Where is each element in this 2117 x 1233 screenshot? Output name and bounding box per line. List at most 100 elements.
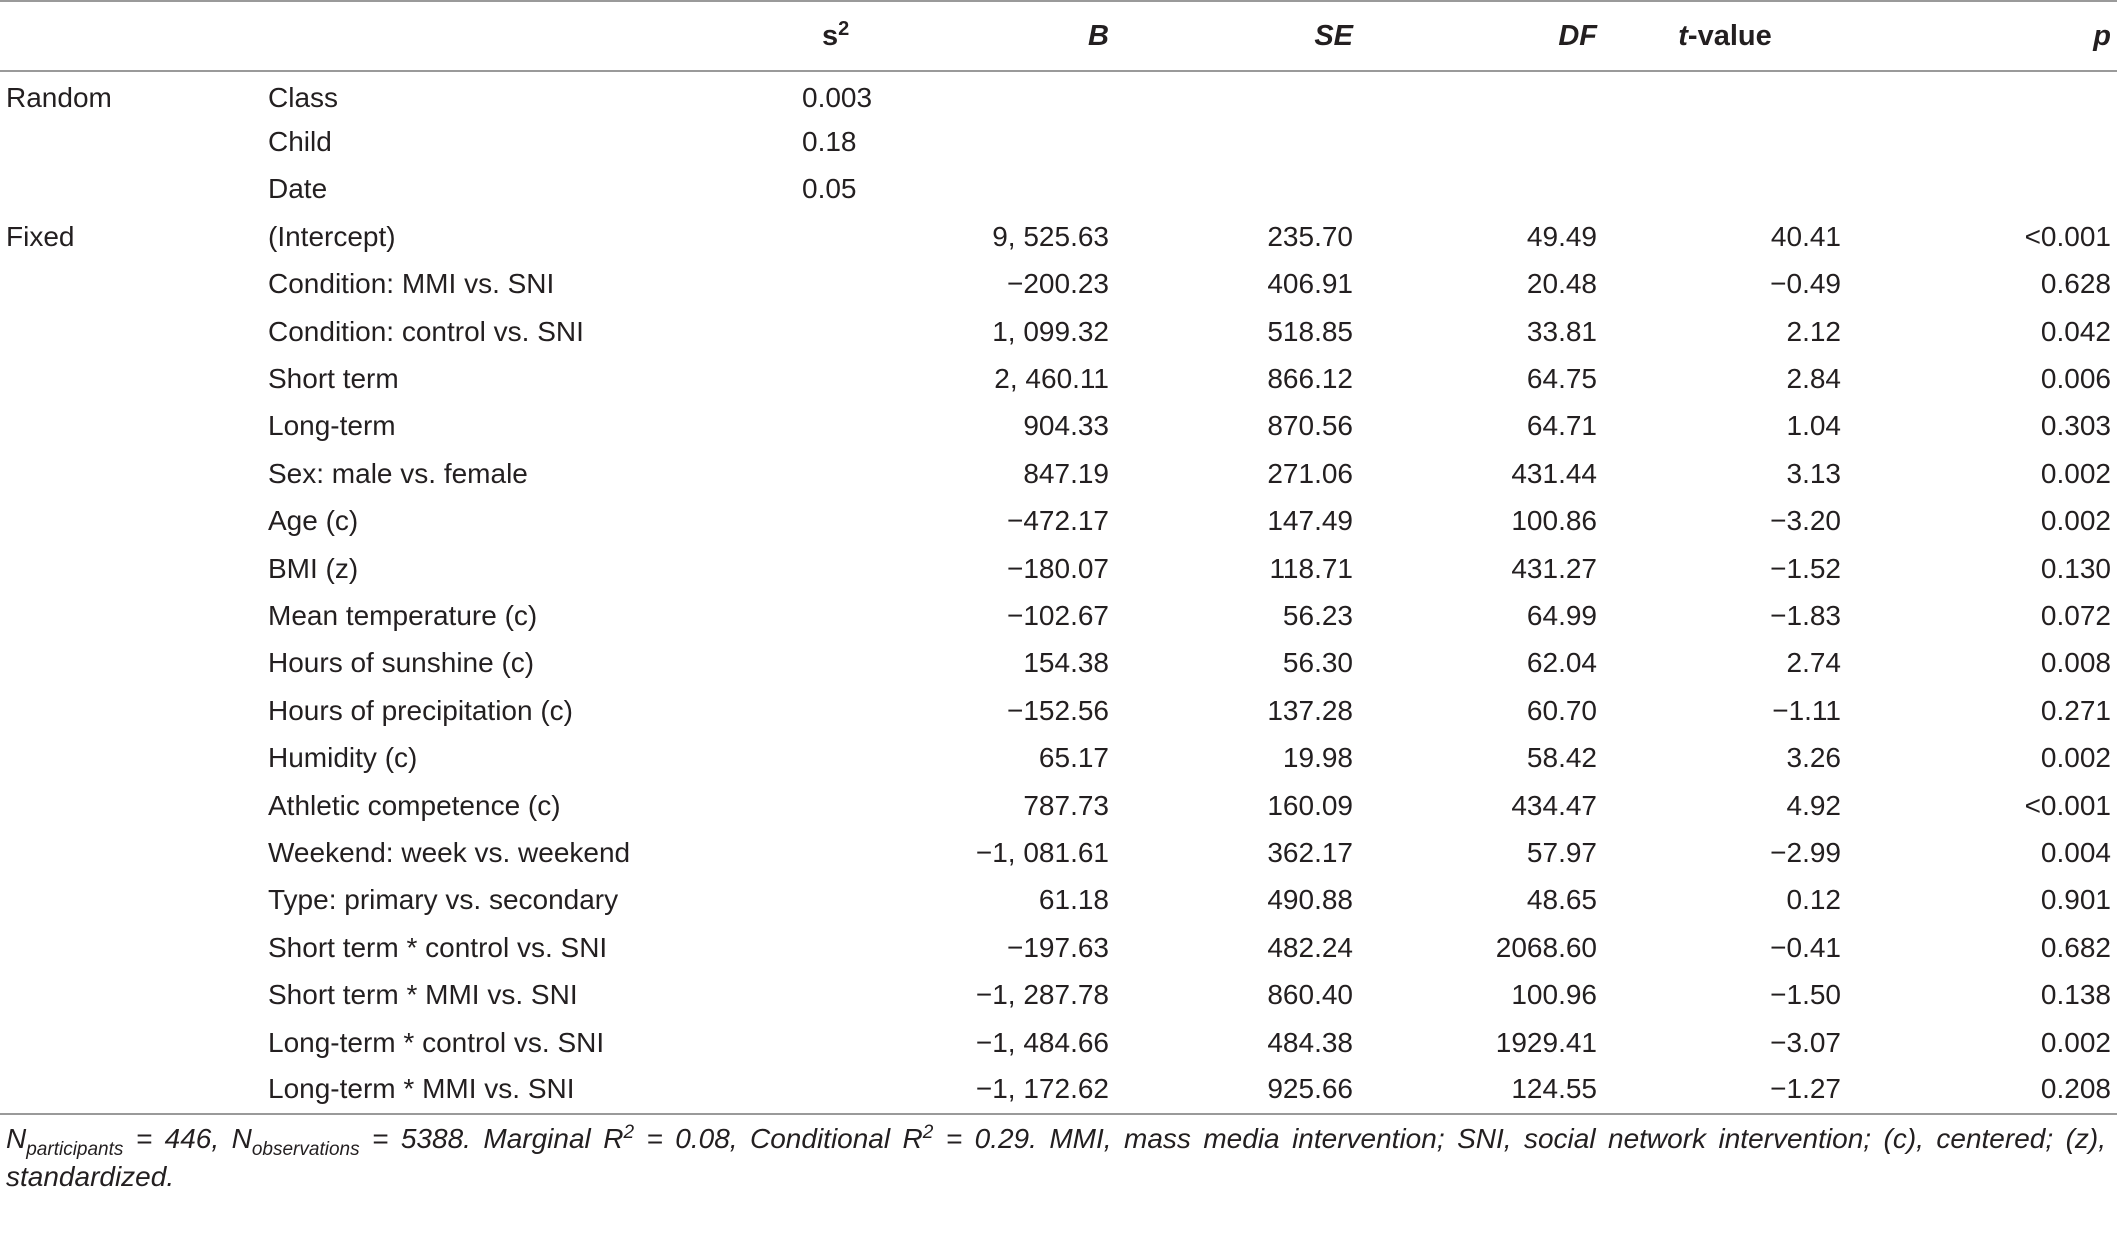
cell-p: 0.208: [1847, 1066, 2117, 1115]
cell-term: Long-term * MMI vs. SNI: [262, 1066, 802, 1115]
cell-b: −152.56: [1007, 694, 1109, 726]
table-row: Long-term 904.33 870.56 64.71 1.04 0.303: [0, 403, 2117, 450]
footnote-n-part-base: N: [6, 1123, 27, 1154]
cell-se: 866.12: [1267, 363, 1353, 395]
cell-t-value: −3.07: [1770, 1026, 1841, 1058]
cell-se: 56.23: [1282, 599, 1353, 631]
cell-term: Date: [268, 173, 328, 205]
cell-p: 0.002: [2040, 742, 2111, 774]
cell-t-value: 2.12: [1786, 315, 1842, 347]
table-header: s2 B SE DF t-value p: [0, 0, 2117, 72]
header-t-italic: t: [1678, 19, 1688, 52]
cell-p: 0.002: [2040, 1026, 2111, 1058]
regression-table: s2 B SE DF t-value p Random Class 0.003 Chi…: [0, 0, 2117, 1115]
cell-b: −200.23: [1007, 268, 1109, 300]
cell-s2: [802, 261, 922, 308]
cell-term: Short term * MMI vs. SNI: [268, 979, 578, 1011]
cell-se: 118.71: [1269, 552, 1353, 584]
cell-t-value: −0.49: [1770, 268, 1841, 300]
table-row: Long-term * control vs. SNI −1, 484.66 484…: [0, 1019, 2117, 1066]
cell-group: [0, 545, 262, 592]
cell-group: Random: [6, 82, 112, 114]
header-row: s2 B SE DF t-value p: [0, 0, 2117, 72]
cell-df: 431.27: [1511, 552, 1597, 584]
cell-t-value: 0.12: [1786, 884, 1842, 916]
cell-b: −1, 287.78: [975, 979, 1109, 1011]
cell-b: 787.73: [1023, 789, 1109, 821]
header-term: [262, 0, 802, 72]
cell-group: [0, 924, 262, 971]
cell-term: Long-term: [268, 410, 396, 442]
cell-df: [1359, 71, 1603, 118]
cell-df: 2068.60: [1495, 931, 1597, 963]
cell-b: −1, 172.62: [922, 1066, 1115, 1115]
cell-df: 1929.41: [1495, 1026, 1597, 1058]
cell-se: 860.40: [1267, 979, 1353, 1011]
cell-se: 235.70: [1267, 220, 1353, 252]
cell-se: 518.85: [1267, 315, 1353, 347]
cell-group: [0, 687, 262, 734]
cell-s2: [802, 687, 922, 734]
table-row: Condition: control vs. SNI 1, 099.32 518.8…: [0, 308, 2117, 355]
header-s2-sup: 2: [838, 17, 850, 40]
cell-p: <0.001: [2024, 220, 2111, 252]
cell-se: [1115, 118, 1359, 165]
cell-term: Class: [268, 82, 339, 114]
table-row: Fixed (Intercept) 9, 525.63 235.70 49.49 40.4…: [0, 213, 2117, 260]
cell-group: [0, 734, 262, 781]
cell-se: 482.24: [1267, 931, 1353, 963]
cell-group: [0, 118, 262, 165]
table-row: Athletic competence (c) 787.73 160.09 434.4…: [0, 782, 2117, 829]
cell-s2: [802, 308, 922, 355]
cell-b: −1, 081.61: [975, 836, 1109, 868]
cell-se: 925.66: [1115, 1066, 1359, 1115]
cell-se: 406.91: [1267, 268, 1353, 300]
cell-se: [1115, 71, 1359, 118]
table-row: Long-term * MMI vs. SNI −1, 172.62 925.66 1…: [0, 1066, 2117, 1115]
cell-b: [922, 118, 1115, 165]
header-t-rest: -value: [1687, 19, 1772, 52]
cell-s2: [802, 498, 922, 545]
cell-group: [0, 971, 262, 1018]
cell-s2: [802, 971, 922, 1018]
cell-t-value: 40.41: [1770, 220, 1841, 252]
cell-t-value: −1.50: [1770, 979, 1841, 1011]
footnote-marginal-val: = 0.08, Conditional R: [634, 1123, 923, 1154]
cell-df: 57.97: [1526, 836, 1597, 868]
footnote-conditional-sup: 2: [922, 1122, 934, 1143]
cell-b: 65.17: [1038, 742, 1109, 774]
cell-b: −180.07: [1007, 552, 1109, 584]
footnote-marginal-sup: 2: [623, 1122, 635, 1143]
cell-term: Condition: MMI vs. SNI: [268, 268, 555, 300]
cell-group: [0, 403, 262, 450]
cell-b: −102.67: [1007, 599, 1109, 631]
cell-s2: [802, 403, 922, 450]
table-row: Age (c) −472.17 147.49 100.86 −3.20 0.002: [0, 498, 2117, 545]
cell-p: 0.072: [2040, 599, 2111, 631]
cell-t-value: −1.52: [1770, 552, 1841, 584]
cell-term: Short term: [268, 363, 399, 395]
cell-s2: [802, 450, 922, 497]
cell-s2: [802, 734, 922, 781]
cell-p: <0.001: [2024, 789, 2111, 821]
cell-t-value: −1.11: [1772, 694, 1841, 726]
cell-t-value: −1.27: [1603, 1066, 1847, 1115]
cell-se: [1115, 166, 1359, 213]
cell-df: 58.42: [1526, 742, 1597, 774]
cell-df: 49.49: [1526, 220, 1597, 252]
cell-s2: [802, 782, 922, 829]
cell-term: Short term * control vs. SNI: [268, 931, 608, 963]
table-row: Child 0.18: [0, 118, 2117, 165]
cell-p: [1847, 71, 2117, 118]
cell-b: [922, 71, 1115, 118]
cell-b: −197.63: [1007, 931, 1109, 963]
cell-df: 64.75: [1526, 363, 1597, 395]
cell-se: 160.09: [1267, 789, 1353, 821]
footnote-n-obs-sub: observations: [251, 1139, 360, 1160]
cell-s2: [802, 213, 922, 260]
cell-p: 0.628: [2040, 268, 2111, 300]
cell-s2: [802, 877, 922, 924]
header-b: B: [922, 0, 1115, 72]
cell-t-value: 3.26: [1786, 742, 1842, 774]
table-row: Date 0.05: [0, 166, 2117, 213]
